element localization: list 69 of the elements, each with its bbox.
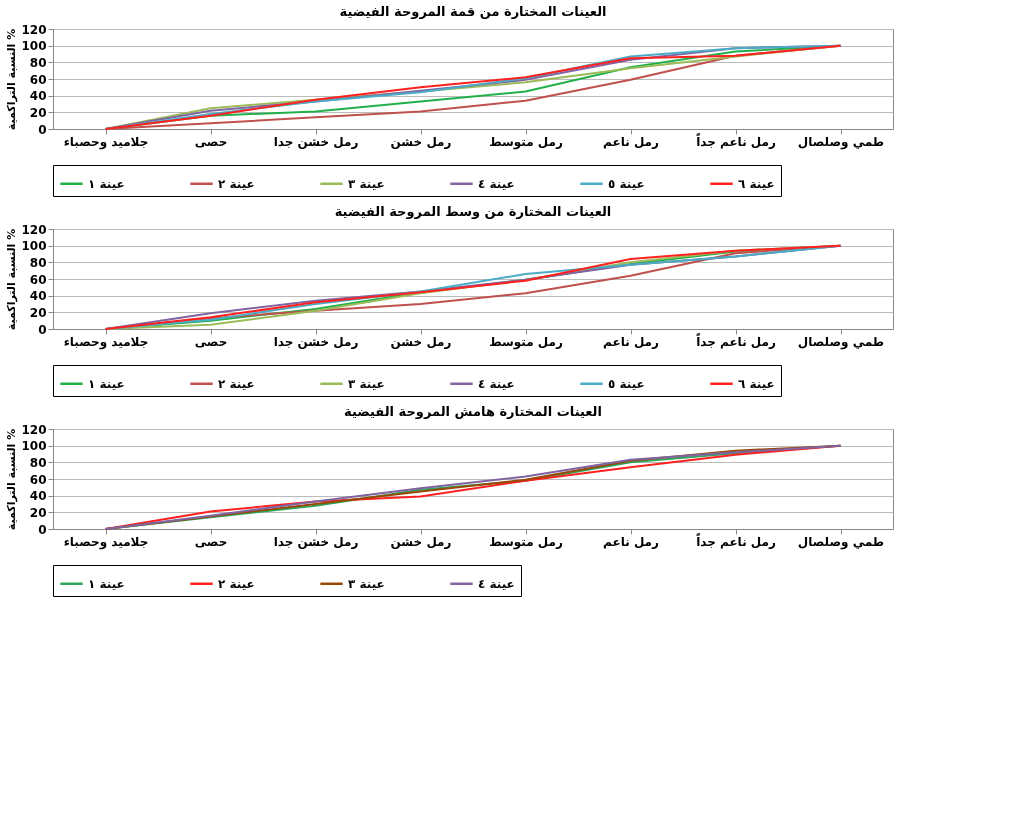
x-tick-label: طمي وصلصال [797, 334, 885, 350]
x-tick-label: طمي وصلصال [797, 134, 885, 150]
x-tick-label: طمي وصلصال [797, 534, 885, 550]
legend-label: عينة ٣ [348, 176, 385, 191]
x-tick-label: رمل ناعم جداً [696, 332, 776, 349]
y-tick-label: 60 [29, 272, 47, 287]
y-tick-label: 0 [38, 122, 47, 137]
legend-label: عينة ٦ [738, 376, 775, 391]
x-tick-label: حصى [194, 534, 228, 549]
x-tick-label: رمل خشن جدا [273, 134, 359, 149]
x-tick-label: رمل ناعم [603, 534, 660, 549]
y-tick-label: 20 [29, 505, 47, 520]
y-tick-label: 20 [29, 305, 47, 320]
y-tick-label: 100 [21, 39, 47, 54]
y-axis-title: النسبة التراكمية % [5, 228, 19, 331]
legend-label: عينة ٤ [478, 576, 515, 591]
y-tick-label: 120 [21, 422, 47, 437]
x-tick-label: رمل خشن جدا [273, 534, 359, 549]
x-tick-label: رمل ناعم جداً [696, 532, 776, 549]
x-tick-label: جلاميد وحصباء [63, 134, 149, 150]
y-tick-label: 60 [29, 72, 47, 87]
legend-label: عينة ٢ [218, 176, 255, 191]
legend-label: عينة ١ [88, 576, 125, 591]
y-tick-label: 100 [21, 439, 47, 454]
legend-label: عينة ٢ [218, 576, 255, 591]
chart-title: العينات المختارة هامش المروحة الفيضية [344, 404, 602, 419]
y-axis-title: النسبة التراكمية % [5, 28, 19, 131]
legend-label: عينة ١ [88, 376, 125, 391]
y-tick-label: 0 [38, 522, 47, 537]
x-tick-label: رمل متوسط [489, 534, 563, 550]
y-tick-label: 0 [38, 322, 47, 337]
x-tick-label: رمل متوسط [489, 134, 563, 150]
x-tick-label: جلاميد وحصباء [63, 334, 149, 350]
x-tick-label: جلاميد وحصباء [63, 534, 149, 550]
x-tick-label: رمل ناعم [603, 134, 660, 149]
y-tick-label: 120 [21, 22, 47, 37]
y-tick-label: 20 [29, 105, 47, 120]
y-tick-label: 120 [21, 222, 47, 237]
y-tick-label: 40 [29, 489, 47, 504]
legend-label: عينة ٤ [478, 176, 515, 191]
x-tick-label: رمل خشن [390, 134, 452, 149]
chart-title: العينات المختارة من قمة المروحة الفيضية [339, 4, 607, 19]
x-tick-label: رمل خشن جدا [273, 334, 359, 349]
x-tick-label: رمل خشن [390, 334, 452, 349]
y-tick-label: 40 [29, 289, 47, 304]
y-tick-label: 80 [29, 55, 47, 70]
y-axis-title: النسبة التراكمية % [5, 428, 19, 531]
y-tick-label: 100 [21, 239, 47, 254]
y-tick-label: 40 [29, 89, 47, 104]
x-tick-label: حصى [194, 134, 228, 149]
x-tick-label: رمل ناعم جداً [696, 132, 776, 149]
x-tick-label: رمل خشن [390, 534, 452, 549]
chart-title: العينات المختارة من وسط المروحة الفيضية [334, 204, 612, 219]
line-series [104, 44, 842, 130]
legend-label: عينة ٢ [218, 376, 255, 391]
y-tick-label: 80 [29, 255, 47, 270]
y-tick-label: 80 [29, 455, 47, 470]
x-tick-label: رمل ناعم [603, 334, 660, 349]
line-series [104, 444, 842, 530]
legend-label: عينة ٤ [478, 376, 515, 391]
legend-label: عينة ٥ [608, 376, 645, 391]
legend-label: عينة ٦ [738, 176, 775, 191]
legend-label: عينة ٥ [608, 176, 645, 191]
legend-label: عينة ٣ [348, 376, 385, 391]
x-tick-label: رمل متوسط [489, 334, 563, 350]
x-tick-label: حصى [194, 334, 228, 349]
y-tick-label: 60 [29, 472, 47, 487]
legend-label: عينة ٣ [348, 576, 385, 591]
legend-label: عينة ١ [88, 176, 125, 191]
